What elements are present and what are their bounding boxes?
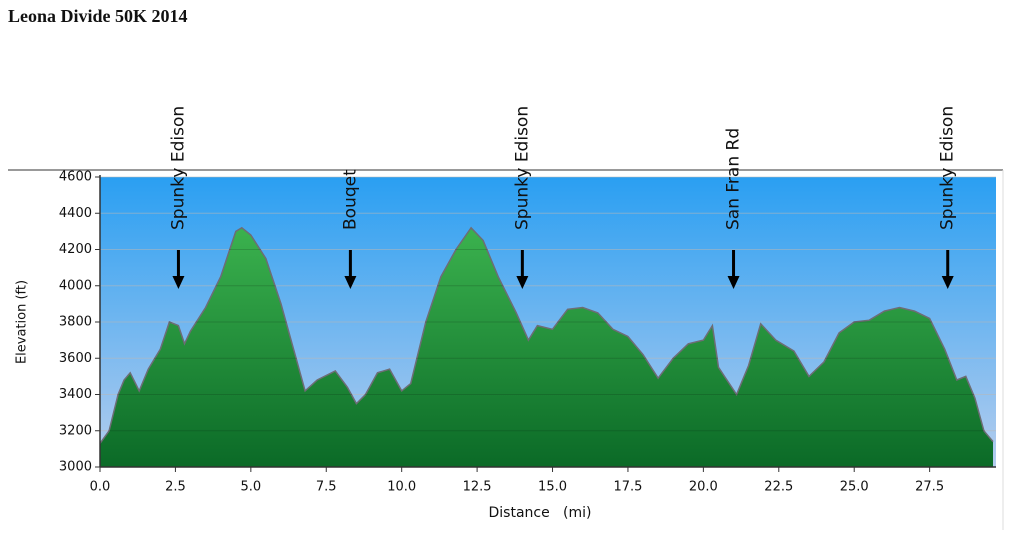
y-tick-label: 3200 bbox=[59, 423, 92, 438]
x-tick-label: 17.5 bbox=[613, 480, 642, 495]
elevation-line bbox=[99, 226, 994, 444]
annotation-label: San Fran Rd bbox=[724, 128, 744, 230]
y-tick-label: 4000 bbox=[59, 278, 92, 293]
chart-title: Leona Divide 50K 2014 bbox=[8, 6, 188, 26]
annotation-label: Bouqet bbox=[340, 169, 360, 230]
x-tick-label: 0.0 bbox=[90, 480, 111, 495]
annotation-label: Spunky Edison bbox=[512, 106, 532, 230]
elevation-area bbox=[100, 227, 993, 467]
y-tick-label: 3800 bbox=[59, 315, 92, 330]
x-tick-label: 5.0 bbox=[240, 480, 261, 495]
annotation-label: Spunky Edison bbox=[168, 106, 188, 230]
y-tick-label: 3000 bbox=[59, 460, 92, 475]
x-tick-label: 2.5 bbox=[165, 480, 186, 495]
y-tick-label: 3600 bbox=[59, 351, 92, 366]
x-tick-label: 27.5 bbox=[915, 480, 944, 495]
x-tick-label: 20.0 bbox=[689, 480, 718, 495]
x-tick-label: 12.5 bbox=[463, 480, 492, 495]
y-tick-label: 4600 bbox=[59, 170, 92, 185]
annotation-label: Spunky Edison bbox=[938, 106, 958, 230]
x-tick-label: 22.5 bbox=[764, 480, 793, 495]
x-tick-label: 25.0 bbox=[840, 480, 869, 495]
x-tick-label: 10.0 bbox=[387, 480, 416, 495]
x-tick-label: 7.5 bbox=[316, 480, 337, 495]
annotation-arrowhead bbox=[516, 276, 529, 289]
y-tick-label: 3400 bbox=[59, 387, 92, 402]
annotation-arrowhead bbox=[172, 276, 185, 289]
y-axis-title: Elevation (ft) bbox=[15, 280, 30, 364]
x-tick-label: 15.0 bbox=[538, 480, 567, 495]
x-axis-title: Distance (mi) bbox=[488, 505, 591, 521]
y-tick-label: 4200 bbox=[59, 242, 92, 257]
annotation-arrowhead bbox=[344, 276, 357, 289]
annotation-arrowhead bbox=[727, 276, 740, 289]
annotation-arrowhead bbox=[941, 276, 954, 289]
y-tick-label: 4400 bbox=[59, 206, 92, 221]
